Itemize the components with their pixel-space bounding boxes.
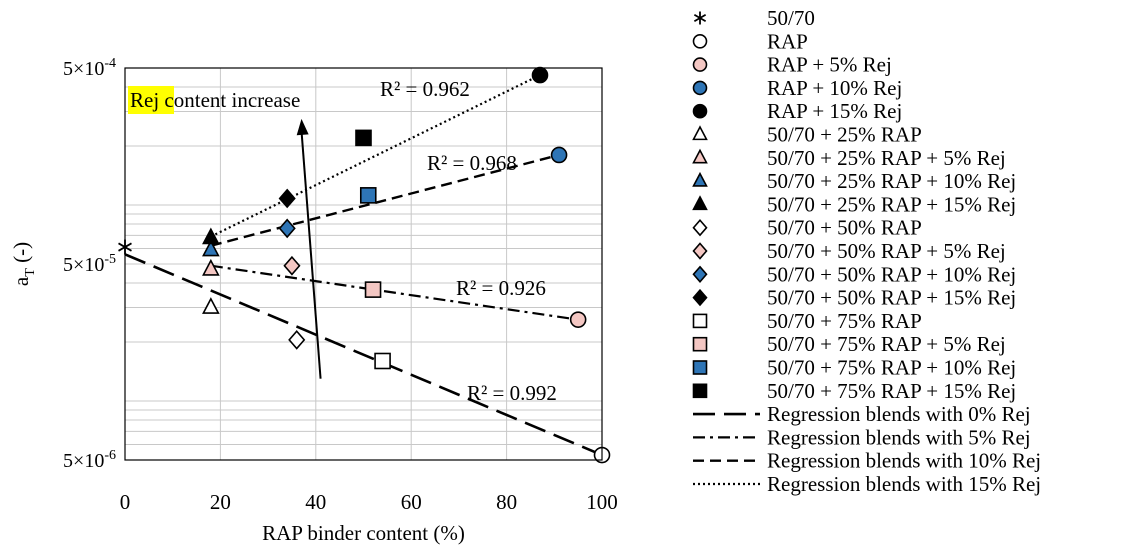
data-point	[374, 352, 391, 370]
legend-label: 50/70 + 25% RAP	[767, 123, 922, 147]
y-tick-mantissa: 5×10	[63, 58, 104, 80]
annotation-arrow-shaft	[300, 130, 322, 379]
data-point	[359, 187, 377, 204]
legend-label: 50/70 + 50% RAP + 15% Rej	[767, 286, 1016, 310]
r-squared-label: R² = 0.962	[380, 77, 470, 101]
legend-marker	[692, 171, 708, 187]
x-tick-label: 80	[496, 490, 517, 514]
annotation-arrow-head	[296, 118, 309, 136]
legend-label: Regression blends with 5% Rej	[767, 425, 1031, 449]
legend-label: Regression blends with 10% Rej	[767, 449, 1041, 473]
regression-line	[124, 253, 603, 457]
data-point	[278, 188, 296, 209]
annotation-rest: content increase	[159, 88, 300, 112]
legend-label: 50/70 + 25% RAP + 15% Rej	[767, 192, 1016, 216]
y-tick-label: 5×10-5	[63, 252, 116, 276]
legend-marker	[692, 265, 708, 283]
legend-label: 50/70 + 50% RAP + 10% Rej	[767, 262, 1016, 286]
data-point	[364, 281, 382, 298]
data-points-layer	[118, 66, 611, 464]
r-squared-label: R² = 0.968	[427, 151, 517, 175]
data-point	[202, 239, 220, 257]
legend-marker	[692, 80, 708, 96]
data-point	[283, 255, 301, 276]
legend-label: 50/70 + 75% RAP + 10% Rej	[767, 356, 1016, 380]
y-axis-label: aT (-)	[9, 242, 38, 286]
legend-marker	[692, 336, 708, 352]
data-point	[550, 146, 568, 164]
legend-marker	[692, 125, 708, 141]
data-point	[531, 66, 549, 84]
legend-marker	[692, 383, 708, 399]
y-tick-label: 5×10-6	[63, 448, 116, 472]
y-axis-label-subscript: T	[23, 268, 38, 277]
legend-label: 50/70 + 75% RAP + 15% Rej	[767, 379, 1016, 403]
y-tick-exponent: -4	[104, 56, 116, 71]
legend-label: Regression blends with 15% Rej	[767, 472, 1041, 496]
regression-line	[210, 153, 560, 247]
y-tick-mantissa: 5×10	[63, 254, 104, 276]
legend-label: Regression blends with 0% Rej	[767, 402, 1031, 426]
x-tick-label: 60	[401, 490, 422, 514]
data-point	[569, 311, 587, 328]
y-axis-label-suffix: (-)	[9, 242, 33, 268]
regression-lines-layer: R² = 0.992 R² = 0.926 R² = 0.968 R² = 0.962	[124, 74, 603, 457]
annotation-layer: Rej content increase	[128, 86, 322, 379]
data-point	[202, 258, 220, 276]
y-tick-exponent: -5	[104, 252, 116, 267]
x-tick-label: 40	[305, 490, 326, 514]
legend-label: 50/70	[767, 6, 815, 30]
legend-label: RAP + 5% Rej	[767, 53, 892, 77]
legend-marker	[692, 242, 708, 260]
data-point	[202, 227, 220, 245]
y-axis-label-main: a	[9, 276, 33, 286]
legend-label: RAP + 15% Rej	[767, 99, 902, 123]
x-tick-label: 100	[586, 490, 618, 514]
legend-marker	[692, 195, 708, 211]
legend-marker	[692, 148, 708, 164]
legend-label: RAP	[767, 29, 808, 53]
r-squared-label: R² = 0.992	[467, 381, 557, 405]
legend-label: RAP + 10% Rej	[767, 76, 902, 100]
legend-label: 50/70 + 50% RAP	[767, 216, 922, 240]
data-point	[278, 218, 296, 239]
x-tick-label: 0	[120, 490, 131, 514]
legend-label: 50/70 + 25% RAP + 10% Rej	[767, 169, 1016, 193]
y-tick-label: 5×10-4	[63, 56, 116, 80]
legend-marker	[692, 313, 708, 329]
data-point	[355, 129, 372, 147]
x-axis-label: RAP binder content (%)	[262, 521, 465, 545]
legend-marker	[692, 57, 708, 72]
legend-label: 50/70 + 25% RAP + 5% Rej	[767, 146, 1006, 170]
regression-line	[210, 74, 541, 238]
annotation-text: Rej content increase	[130, 88, 300, 112]
y-tick-exponent: -6	[104, 448, 116, 463]
legend-marker	[692, 33, 708, 49]
x-tick-label: 20	[210, 490, 231, 514]
data-point	[288, 330, 306, 350]
r-squared-label: R² = 0.926	[456, 276, 546, 300]
legend-label: 50/70 + 50% RAP + 5% Rej	[767, 239, 1006, 263]
annotation-highlight-word: Rej	[130, 88, 159, 112]
legend-label: 50/70 + 75% RAP	[767, 309, 922, 333]
plot-frame	[124, 67, 603, 461]
legend-marker	[692, 219, 708, 237]
regression-line	[210, 264, 579, 321]
data-point	[202, 297, 220, 314]
legend-marker	[692, 360, 708, 375]
legend-label: 50/70 + 75% RAP + 5% Rej	[767, 332, 1006, 356]
annotation-highlight	[128, 86, 174, 114]
legend-marker	[693, 11, 707, 25]
asterisk-stroke	[693, 13, 707, 23]
legend-marker	[692, 288, 708, 307]
legend-marker	[692, 103, 708, 119]
y-tick-mantissa: 5×10	[63, 450, 104, 472]
